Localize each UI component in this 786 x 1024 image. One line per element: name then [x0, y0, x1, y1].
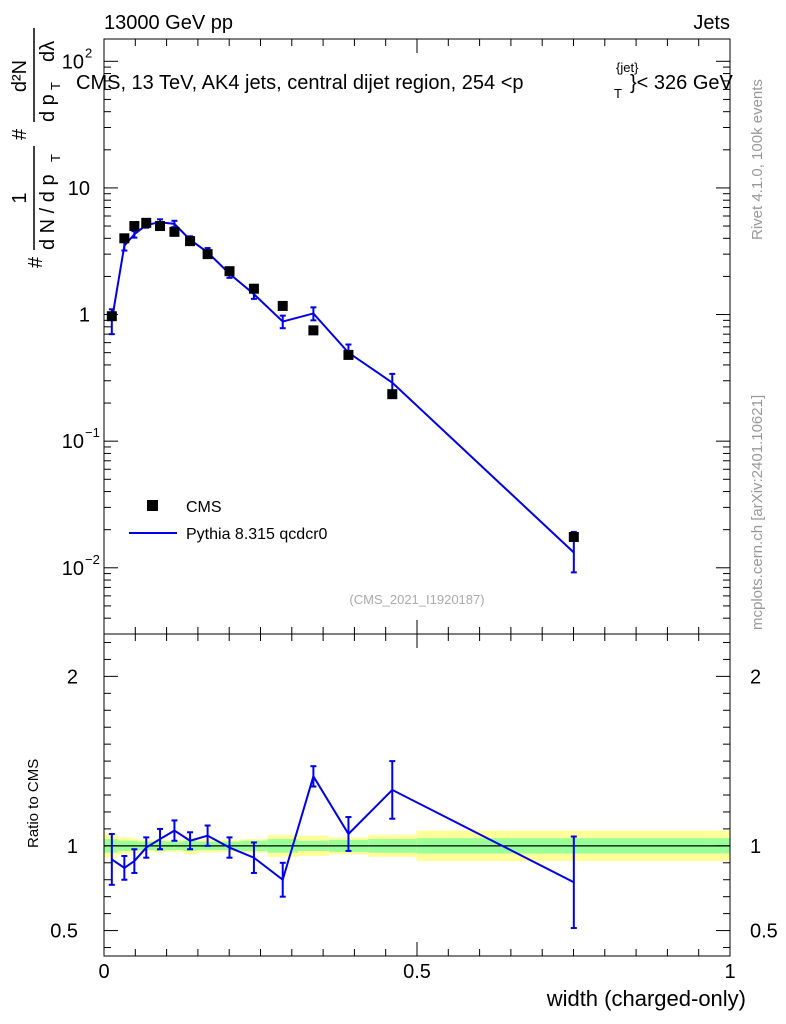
- data-point: [308, 325, 319, 336]
- mc-series-main: [108, 218, 577, 574]
- legend-label-cms: CMS: [186, 499, 222, 516]
- ratio-y-tick-label-right-0: 2: [750, 666, 761, 688]
- mc-ratio-errorbar: [157, 827, 164, 851]
- x-tick-label-1: 0.5: [403, 961, 431, 983]
- main-y-tick-label-1: 10: [68, 178, 90, 200]
- main-y-tick-exp: 2: [85, 45, 92, 60]
- mcplots-label: mcplots.cern.ch [arXiv:2401.10621]: [749, 395, 766, 630]
- ratio-plot-frame: [103, 633, 731, 957]
- main-y-tick-exp: −1: [85, 425, 100, 440]
- main-y-tick-label-0: 10 2: [62, 45, 92, 73]
- ratio-y-tick-label-right-1: 1: [750, 836, 761, 858]
- data-point: [224, 266, 235, 277]
- data-point: [141, 217, 152, 228]
- ylabel-frac2-sub: T: [48, 82, 63, 90]
- mc-ratio-errorbar: [279, 861, 286, 898]
- ratio-plot-axes: 0 0.5 1 2 2 1 1 0.5 0.5: [50, 633, 778, 983]
- mc-ratio-errorbar: [121, 855, 128, 881]
- main-plot-frame: [103, 38, 731, 635]
- mc-ratio-errorbar: [250, 841, 257, 874]
- main-y-tick-label-3: 10 −1: [62, 425, 100, 453]
- x-tick-label-0: 0: [98, 961, 109, 983]
- ratio-y-tick-label-right-2: 0.5: [750, 921, 778, 943]
- mc-ratio-errorbar: [108, 832, 115, 886]
- data-point: [277, 300, 288, 311]
- title-main: CMS, 13 TeV, AK4 jets, central dijet reg…: [76, 72, 524, 94]
- x-axis-label: width (charged-only): [546, 986, 746, 1011]
- title-subscript: T: [614, 86, 622, 101]
- mc-main-line: [110, 221, 575, 554]
- main-y-axis-label: # 1 d N / d p T # d²N d p T dλ: [9, 28, 63, 268]
- plot-title: CMS, 13 TeV, AK4 jets, central dijet reg…: [76, 60, 734, 101]
- mc-ratio-errorbar: [389, 760, 396, 820]
- header-right: Jets: [693, 12, 730, 34]
- ylabel-frac1-num: 1: [9, 192, 31, 203]
- data-point: [343, 349, 354, 360]
- ylabel-hash-2: #: [9, 128, 31, 140]
- ylabel-frac2-den: d p: [37, 94, 59, 122]
- analysis-id-label: (CMS_2021_I1920187): [349, 592, 484, 607]
- ylabel-frac1-sub: T: [48, 154, 63, 162]
- mc-series-ratio: [108, 760, 577, 930]
- data-series-main: [106, 217, 579, 543]
- mc-main-errorbar: [279, 314, 286, 330]
- data-point: [169, 226, 180, 237]
- main-y-tick-base: 10: [62, 431, 84, 453]
- mc-ratio-errorbar: [310, 765, 317, 788]
- main-y-tick-label-2: 1: [79, 305, 90, 327]
- legend-marker-cms: [147, 500, 158, 511]
- main-y-tick-base: 10: [62, 558, 84, 580]
- data-point: [387, 389, 398, 400]
- mc-main-errorbar: [310, 306, 317, 322]
- mc-ratio-errorbar: [570, 835, 577, 930]
- data-point: [568, 532, 579, 543]
- main-y-tick-base: 10: [68, 178, 90, 200]
- legend: CMS Pythia 8.315 qcdcr0: [129, 499, 328, 543]
- ylabel-frac2-num: d²N: [9, 60, 31, 92]
- mc-main-errorbar: [131, 230, 138, 239]
- data-point: [248, 283, 259, 294]
- mc-ratio-errorbar: [345, 816, 352, 852]
- ylabel-frac2-den2: dλ: [37, 41, 59, 62]
- ylabel-hash-1: #: [25, 256, 47, 268]
- mc-ratio-errorbar: [131, 848, 138, 874]
- mc-ratio-errorbar: [171, 819, 178, 842]
- data-point: [119, 233, 130, 244]
- ylabel-frac1-den: d N / d p: [37, 174, 59, 250]
- main-y-tick-exp: −2: [85, 552, 100, 567]
- data-point: [202, 249, 213, 260]
- ratio-y-tick-label-2: 0.5: [50, 921, 78, 943]
- mc-ratio-line: [111, 773, 575, 884]
- main-y-tick-base: 1: [79, 305, 90, 327]
- x-tick-label-2: 1: [724, 961, 735, 983]
- data-point: [185, 236, 196, 247]
- mc-ratio-errorbar: [204, 824, 211, 847]
- main-y-tick-base: 10: [62, 51, 84, 73]
- mc-ratio-errorbar: [143, 836, 150, 859]
- ratio-y-axis-label: Ratio to CMS: [25, 759, 42, 848]
- title-end: }< 326 GeV: [630, 72, 734, 94]
- main-y-tick-label-4: 10 −2: [62, 552, 100, 580]
- data-point: [106, 311, 117, 322]
- mc-ratio-errorbar: [187, 831, 194, 851]
- legend-label-pythia: Pythia 8.315 qcdcr0: [186, 526, 328, 543]
- ratio-y-tick-label-0: 2: [67, 666, 78, 688]
- header-left: 13000 GeV pp: [104, 12, 233, 34]
- data-point: [129, 221, 140, 232]
- rivet-version-label: Rivet 4.1.0, 100k events: [749, 79, 766, 240]
- ratio-y-tick-label-1: 1: [67, 836, 78, 858]
- data-point: [155, 221, 166, 232]
- title-superscript: {jet}: [616, 60, 639, 75]
- mc-ratio-errorbar: [226, 836, 233, 859]
